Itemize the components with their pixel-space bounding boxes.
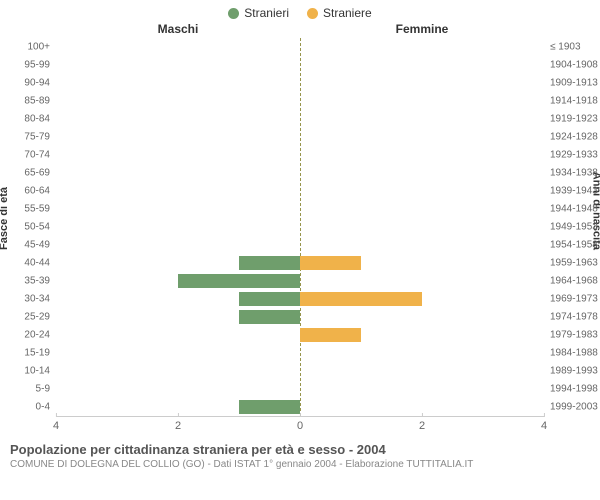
age-label: 85-89 <box>24 96 56 107</box>
birth-year-label: ≤ 1903 <box>544 42 581 53</box>
age-row: 95-991904-1908 <box>56 56 544 74</box>
age-row: 20-241979-1983 <box>56 326 544 344</box>
bar-female <box>300 328 361 342</box>
bar-male <box>239 400 300 414</box>
age-label: 40-44 <box>24 258 56 269</box>
age-row: 40-441959-1963 <box>56 254 544 272</box>
age-label: 65-69 <box>24 168 56 179</box>
birth-year-label: 1924-1928 <box>544 132 598 143</box>
age-label: 95-99 <box>24 60 56 71</box>
yaxis-title-left: Fasce di età <box>0 187 10 250</box>
birth-year-label: 1979-1983 <box>544 330 598 341</box>
bar-male <box>239 310 300 324</box>
legend: Stranieri Straniere <box>0 0 600 20</box>
header-female: Femmine <box>300 22 544 36</box>
x-tick: 0 <box>297 417 303 432</box>
age-label: 70-74 <box>24 150 56 161</box>
age-label: 0-4 <box>36 402 56 413</box>
age-row: 35-391964-1968 <box>56 272 544 290</box>
age-label: 25-29 <box>24 312 56 323</box>
age-row: 75-791924-1928 <box>56 128 544 146</box>
x-axis: 4 2 0 2 4 <box>56 416 544 436</box>
legend-item-female: Straniere <box>307 6 372 20</box>
age-row: 65-691934-1938 <box>56 164 544 182</box>
birth-year-label: 1939-1943 <box>544 186 598 197</box>
age-row: 55-591944-1948 <box>56 200 544 218</box>
age-row: 85-891914-1918 <box>56 92 544 110</box>
column-headers: Maschi Femmine <box>56 22 544 36</box>
birth-year-label: 1969-1973 <box>544 294 598 305</box>
x-tick: 2 <box>175 417 181 432</box>
age-row: 60-641939-1943 <box>56 182 544 200</box>
legend-label-male: Stranieri <box>244 6 289 20</box>
bar-female <box>300 292 422 306</box>
age-row: 100+≤ 1903 <box>56 38 544 56</box>
age-label: 20-24 <box>24 330 56 341</box>
caption-title: Popolazione per cittadinanza straniera p… <box>10 442 590 457</box>
birth-year-label: 1934-1938 <box>544 168 598 179</box>
age-label: 30-34 <box>24 294 56 305</box>
bar-male <box>239 292 300 306</box>
birth-year-label: 1994-1998 <box>544 384 598 395</box>
birth-year-label: 1919-1923 <box>544 114 598 125</box>
age-row: 80-841919-1923 <box>56 110 544 128</box>
age-label: 75-79 <box>24 132 56 143</box>
caption-sub: COMUNE DI DOLEGNA DEL COLLIO (GO) - Dati… <box>10 457 590 470</box>
legend-item-male: Stranieri <box>228 6 289 20</box>
pyramid-chart: Stranieri Straniere Maschi Femmine Fasce… <box>0 0 600 500</box>
birth-year-label: 1914-1918 <box>544 96 598 107</box>
birth-year-label: 1984-1988 <box>544 348 598 359</box>
age-label: 5-9 <box>36 384 56 395</box>
age-row: 90-941909-1913 <box>56 74 544 92</box>
age-row: 50-541949-1953 <box>56 218 544 236</box>
age-label: 60-64 <box>24 186 56 197</box>
age-label: 10-14 <box>24 366 56 377</box>
age-label: 35-39 <box>24 276 56 287</box>
header-male: Maschi <box>56 22 300 36</box>
birth-year-label: 1904-1908 <box>544 60 598 71</box>
age-label: 90-94 <box>24 78 56 89</box>
age-label: 80-84 <box>24 114 56 125</box>
age-row: 15-191984-1988 <box>56 344 544 362</box>
age-row: 5-91994-1998 <box>56 380 544 398</box>
age-row: 25-291974-1978 <box>56 308 544 326</box>
legend-label-female: Straniere <box>323 6 372 20</box>
rows-container: 100+≤ 190395-991904-190890-941909-191385… <box>56 38 544 416</box>
age-label: 100+ <box>27 42 56 53</box>
age-row: 45-491954-1958 <box>56 236 544 254</box>
x-tick: 4 <box>53 417 59 432</box>
age-row: 30-341969-1973 <box>56 290 544 308</box>
birth-year-label: 1964-1968 <box>544 276 598 287</box>
legend-swatch-male <box>228 8 239 19</box>
birth-year-label: 1954-1958 <box>544 240 598 251</box>
bar-male <box>178 274 300 288</box>
age-label: 50-54 <box>24 222 56 233</box>
plot-area: 100+≤ 190395-991904-190890-941909-191385… <box>56 38 544 416</box>
birth-year-label: 1909-1913 <box>544 78 598 89</box>
caption: Popolazione per cittadinanza straniera p… <box>0 436 600 470</box>
birth-year-label: 1949-1953 <box>544 222 598 233</box>
age-label: 55-59 <box>24 204 56 215</box>
birth-year-label: 1974-1978 <box>544 312 598 323</box>
bar-female <box>300 256 361 270</box>
x-tick: 4 <box>541 417 547 432</box>
birth-year-label: 1944-1948 <box>544 204 598 215</box>
age-row: 10-141989-1993 <box>56 362 544 380</box>
birth-year-label: 1959-1963 <box>544 258 598 269</box>
age-label: 45-49 <box>24 240 56 251</box>
birth-year-label: 1999-2003 <box>544 402 598 413</box>
birth-year-label: 1929-1933 <box>544 150 598 161</box>
x-tick: 2 <box>419 417 425 432</box>
age-row: 70-741929-1933 <box>56 146 544 164</box>
birth-year-label: 1989-1993 <box>544 366 598 377</box>
bar-male <box>239 256 300 270</box>
legend-swatch-female <box>307 8 318 19</box>
age-label: 15-19 <box>24 348 56 359</box>
